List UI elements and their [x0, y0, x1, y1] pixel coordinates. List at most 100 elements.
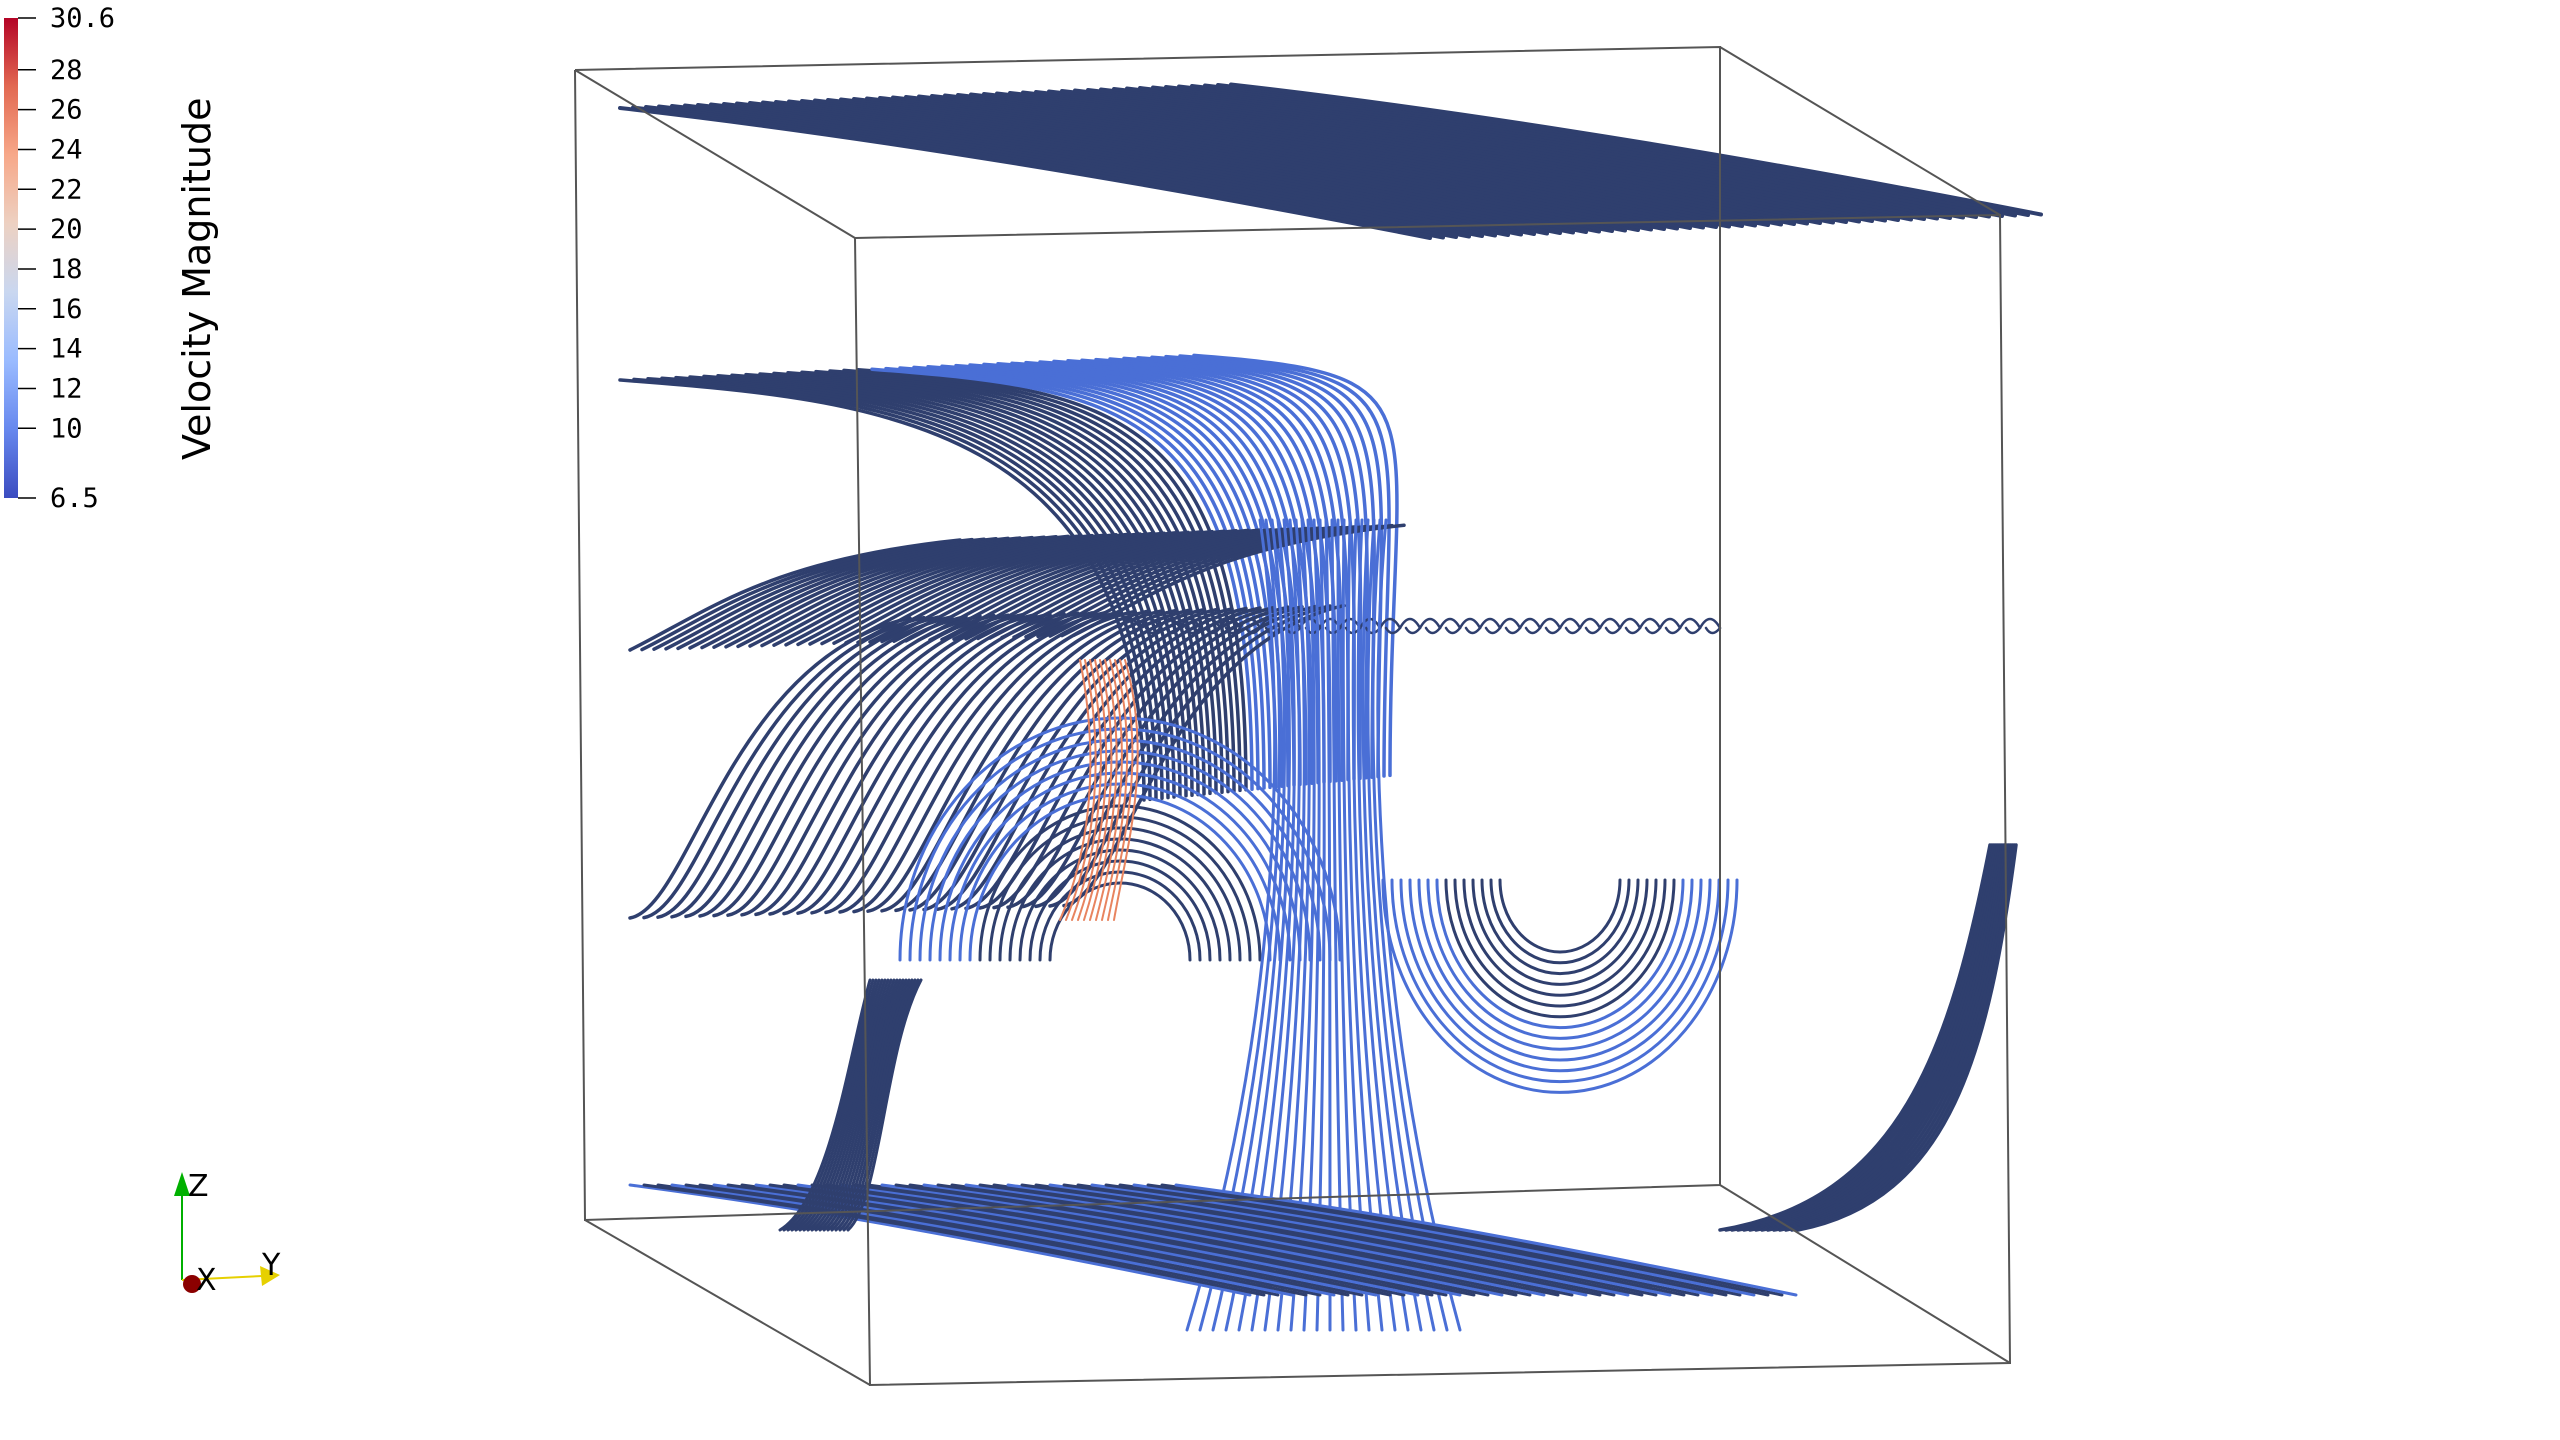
streamline	[1080, 358, 1344, 782]
colorbar	[4, 18, 18, 498]
streamline	[1008, 91, 1822, 225]
streamline	[1480, 878, 1640, 976]
z-axis-arrow-icon	[174, 1172, 190, 1196]
streamline	[995, 91, 1809, 226]
colorbar-tick-label: 20	[50, 214, 83, 245]
streamline	[1356, 518, 1410, 1332]
streamline	[1136, 356, 1369, 780]
streamline	[1089, 659, 1118, 921]
streamline	[1778, 843, 2012, 1232]
streamline	[1174, 1183, 1798, 1297]
streamline	[1760, 843, 2006, 1232]
streamline	[1376, 518, 1462, 1332]
streamline	[644, 105, 1458, 239]
streamline	[950, 607, 1234, 911]
streamline	[1381, 878, 1739, 1094]
streamline	[1151, 85, 1965, 220]
streamline	[908, 727, 1332, 962]
streamline	[1237, 518, 1296, 1332]
colorbar-ticks: 28 26 24 22 20 18 16 14 12 10	[18, 17, 83, 499]
streamline	[866, 1183, 1490, 1297]
streamline	[1048, 1183, 1672, 1297]
y-axis-arrow-icon	[260, 1266, 280, 1286]
streamline	[856, 368, 1248, 792]
streamline	[917, 94, 1731, 229]
streamline	[1435, 878, 1685, 1030]
streamline	[824, 610, 1108, 915]
streamline	[726, 613, 1010, 917]
streamline	[1462, 878, 1658, 997]
streamline	[1276, 518, 1311, 1332]
streamline	[1399, 878, 1721, 1073]
streamline	[1498, 878, 1622, 954]
streamline	[726, 1183, 1350, 1297]
streamline	[1478, 617, 1502, 635]
streamline	[1177, 84, 1991, 219]
streamline	[1263, 518, 1306, 1332]
colorbar-tick-label: 12	[50, 373, 83, 404]
streamline	[834, 978, 914, 1232]
streamline	[1538, 617, 1562, 635]
streamline	[1698, 617, 1722, 635]
colorbar-tick-label: 28	[50, 55, 83, 86]
streamline	[748, 101, 1562, 235]
streamline	[1118, 1183, 1742, 1297]
streamline	[1417, 878, 1703, 1051]
streamline	[698, 1183, 1322, 1297]
streamline	[1302, 518, 1321, 1332]
streamline	[1198, 518, 1282, 1332]
streamline	[660, 376, 1164, 800]
streamline	[884, 366, 1260, 791]
streamline	[1618, 617, 1642, 635]
streamline	[1112, 87, 1926, 221]
streamline	[1024, 360, 1320, 785]
streamline	[1724, 843, 1994, 1232]
streamline	[684, 614, 968, 919]
streamline	[814, 369, 1230, 794]
streamline	[964, 1183, 1588, 1297]
streamline	[657, 104, 1471, 239]
colorbar-tick-label: 14	[50, 334, 83, 365]
streamline	[1104, 1183, 1728, 1297]
streamline	[800, 99, 1614, 233]
streamline	[1784, 843, 2014, 1232]
x-axis-dot-icon	[183, 1275, 201, 1293]
streamline	[1678, 617, 1702, 635]
streamline	[1250, 518, 1301, 1332]
streamline	[1076, 1183, 1700, 1297]
streamline	[1034, 1183, 1658, 1297]
colorbar-max-label: 30.6	[50, 3, 115, 34]
streamline	[1742, 843, 2000, 1232]
streamline	[670, 1183, 1294, 1297]
streamline	[1458, 617, 1482, 635]
streamline	[880, 1183, 1504, 1297]
streamline	[796, 611, 1080, 915]
streamline	[1766, 843, 2008, 1232]
streamline	[642, 1183, 1266, 1297]
streamline	[826, 98, 1640, 232]
streamline	[1034, 90, 1848, 224]
orientation-axes: Z Y X	[174, 1169, 281, 1298]
streamline	[943, 93, 1757, 228]
streamline	[740, 1183, 1364, 1297]
colorbar-tick-label: 18	[50, 254, 83, 285]
streamline	[1099, 87, 1913, 222]
streamline	[1772, 843, 2010, 1232]
streamline	[1796, 843, 2018, 1232]
streamline	[1125, 86, 1939, 221]
streamline	[1341, 518, 1371, 1332]
colorbar-tick-label: 10	[50, 413, 83, 444]
colorbar-title: Velocity Magnitude	[175, 98, 219, 460]
streamline	[1090, 1183, 1714, 1297]
streamline	[1059, 659, 1092, 921]
axis-label-y: Y	[261, 1248, 281, 1283]
streamline	[618, 106, 1432, 240]
streamline	[1224, 518, 1291, 1332]
streamline	[735, 101, 1549, 236]
streamline	[978, 804, 1262, 962]
streamline	[696, 103, 1510, 237]
streamline	[761, 100, 1575, 235]
streamline	[1083, 659, 1113, 921]
